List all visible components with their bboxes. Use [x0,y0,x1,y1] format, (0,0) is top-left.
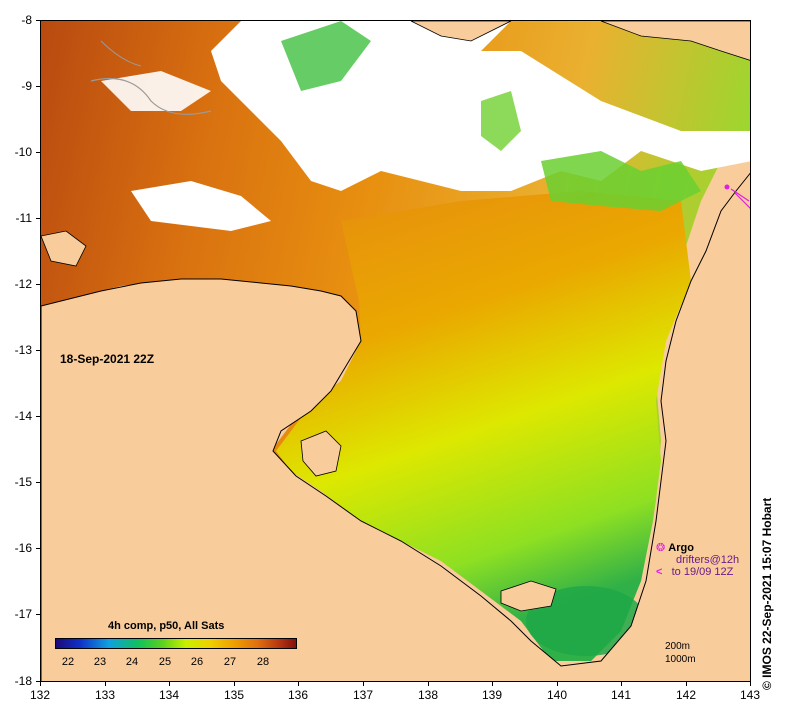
land-png [410,21,512,42]
y-tick-label: -15 [14,475,32,489]
colorbar-title: 4h comp, p50, All Sats [108,620,225,632]
x-tickmark [428,682,429,686]
y-tick-label: -10 [14,145,32,159]
x-tickmark [363,682,364,686]
x-tick-label: 142 [675,688,697,702]
x-tick-label: 138 [417,688,439,702]
y-tickmark [36,20,40,21]
date-label: 18-Sep-2021 22Z [60,352,155,366]
gulf-of-carpentaria [276,191,691,661]
x-tickmark [621,682,622,686]
x-tick-label: 140 [546,688,568,702]
x-tickmark [492,682,493,686]
y-tick-label: -9 [21,79,32,93]
colorbar-label: 27 [223,656,237,668]
sst-field [41,21,750,681]
colorbar-label: 25 [158,656,172,668]
colorbar-label: 24 [125,656,139,668]
y-tickmark [36,681,40,682]
depth-contour-1: 200m [665,641,691,652]
colorbar-label: 23 [93,656,107,668]
drifter-track-icon: < [656,566,663,578]
x-tick-label: 143 [739,688,761,702]
argo-legend-line1: drifters@12h [676,554,740,566]
x-tick-label: 136 [287,688,309,702]
y-tick-label: -18 [14,674,32,688]
y-tickmark [36,548,40,549]
x-tick-label: 135 [223,688,245,702]
x-tickmark [105,682,106,686]
y-tickmark [36,284,40,285]
x-tick-label: 141 [610,688,632,702]
sst-map [40,20,751,682]
y-tickmark [36,86,40,87]
y-tick-label: -11 [15,211,32,225]
x-tickmark [750,682,751,686]
argo-drifter-marker [724,184,730,190]
y-tickmark [36,416,40,417]
x-tickmark [169,682,170,686]
y-tick-label: -12 [14,277,32,291]
depth-contour-2: 1000m [665,654,696,665]
y-tickmark [36,614,40,615]
x-tickmark [557,682,558,686]
x-tick-label: 134 [158,688,180,702]
y-tickmark [36,482,40,483]
argo-marker-icon: ❂ [656,542,666,554]
x-tickmark [40,682,41,686]
y-tickmark [36,350,40,351]
cool-patch [526,586,646,656]
colorbar-label: 22 [61,656,75,668]
x-tick-label: 137 [352,688,374,702]
y-tick-label: -14 [14,409,32,423]
y-tickmark [36,218,40,219]
x-tick-label: 132 [29,688,51,702]
colorbar-label: 28 [256,656,270,668]
y-tickmark [36,152,40,153]
colorbar-label: 26 [190,656,204,668]
y-tick-label: -17 [14,607,32,621]
x-tickmark [686,682,687,686]
x-tickmark [234,682,235,686]
argo-legend: ❂ Argo drifters@12h < to 19/09 12Z [656,542,739,578]
colorbar [55,638,297,649]
x-tick-label: 133 [94,688,116,702]
mornington-island [500,580,557,612]
x-tickmark [298,682,299,686]
credit-text: © IMOS 22-Sep-2021 15:07 Hobart [760,497,774,690]
y-tick-label: -16 [14,541,32,555]
argo-legend-line2: to 19/09 12Z [671,566,734,578]
depth-legend: 200m 1000m [665,640,696,666]
y-tick-label: -13 [14,343,32,357]
groote-eylandt [300,430,342,477]
x-tick-label: 139 [481,688,503,702]
y-tick-label: -8 [21,13,32,27]
land-cape-york [41,172,750,681]
argo-legend-title: Argo [668,542,694,554]
